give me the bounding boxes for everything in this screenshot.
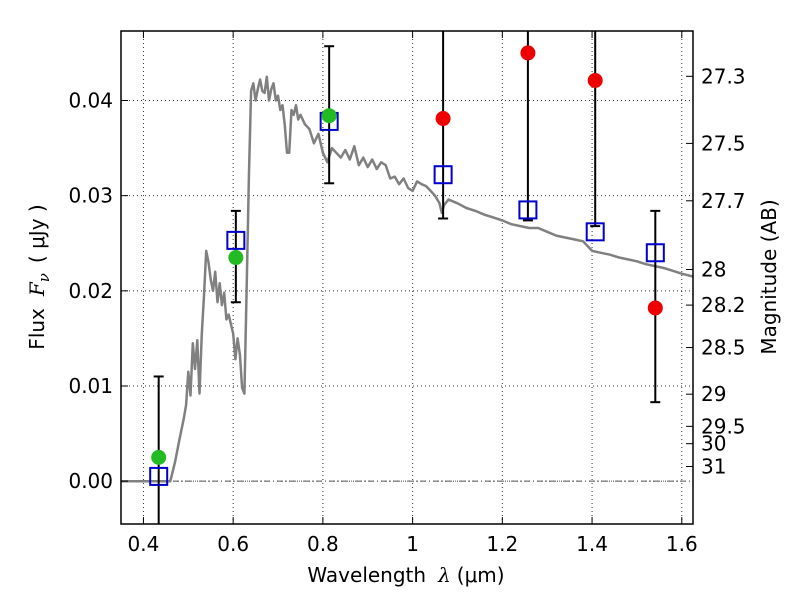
magnitude-tick-label: 27.3: [701, 64, 746, 88]
magnitude-tick-label: 29.5: [701, 414, 746, 438]
y-tick-label: 0.00: [68, 469, 113, 493]
model-square-marker: [585, 222, 605, 242]
x-tick-label: 0.4: [128, 532, 160, 556]
magnitude-tick-label: 29: [701, 382, 726, 406]
x-tick-label: 0.8: [307, 532, 339, 556]
spectrum-line: [121, 75, 693, 483]
model-square-marker: [149, 466, 169, 486]
magnitude-tick-label: 30: [701, 432, 726, 456]
y-tick-label: 0.04: [68, 88, 113, 112]
x-tick-label: 0.6: [217, 532, 249, 556]
x-tick-label: 1.4: [576, 532, 608, 556]
magnitude-tick-label: 28: [701, 258, 726, 282]
y-axis-label: FluxFν( μJy ): [25, 204, 53, 349]
magnitude-tick-label: 27.5: [701, 131, 746, 155]
error-bars: [153, 31, 661, 524]
data-markers: [149, 45, 665, 486]
model-square-marker: [433, 165, 453, 185]
x-tick-label: 1.6: [666, 532, 698, 556]
detection-point: [228, 250, 244, 266]
magnitude-tick-label: 31: [701, 455, 726, 479]
y-tick-label: 0.01: [68, 374, 113, 398]
magnitude-tick-label: 27.7: [701, 189, 746, 213]
magnitude-tick-label: 28.2: [701, 293, 746, 317]
plot-frame: [120, 30, 694, 525]
non-detection-point: [520, 45, 536, 61]
magnitude-axis-label: Magnitude (AB): [757, 199, 781, 354]
axis-ticks: 0.4 0.6 0.8 1 1.2 1.4 1.6 0.00 0.01 0.02 0.03 0.04 2…: [68, 31, 746, 556]
x-tick-label: 1: [406, 532, 419, 556]
x-axis-label: Wavelength λ (μm): [307, 563, 504, 587]
model-square-marker: [518, 200, 538, 220]
non-detection-point: [587, 72, 603, 88]
model-square-marker: [226, 230, 246, 250]
detection-point: [321, 108, 337, 124]
detection-point: [151, 449, 167, 465]
y-tick-label: 0.03: [68, 184, 113, 208]
magnitude-tick-label: 28.5: [701, 336, 746, 360]
model-square-marker: [645, 243, 665, 263]
non-detection-point: [435, 111, 451, 127]
y-tick-label: 0.02: [68, 279, 113, 303]
x-tick-label: 1.2: [486, 532, 518, 556]
grid-lines: [121, 31, 693, 524]
non-detection-point: [647, 300, 663, 316]
